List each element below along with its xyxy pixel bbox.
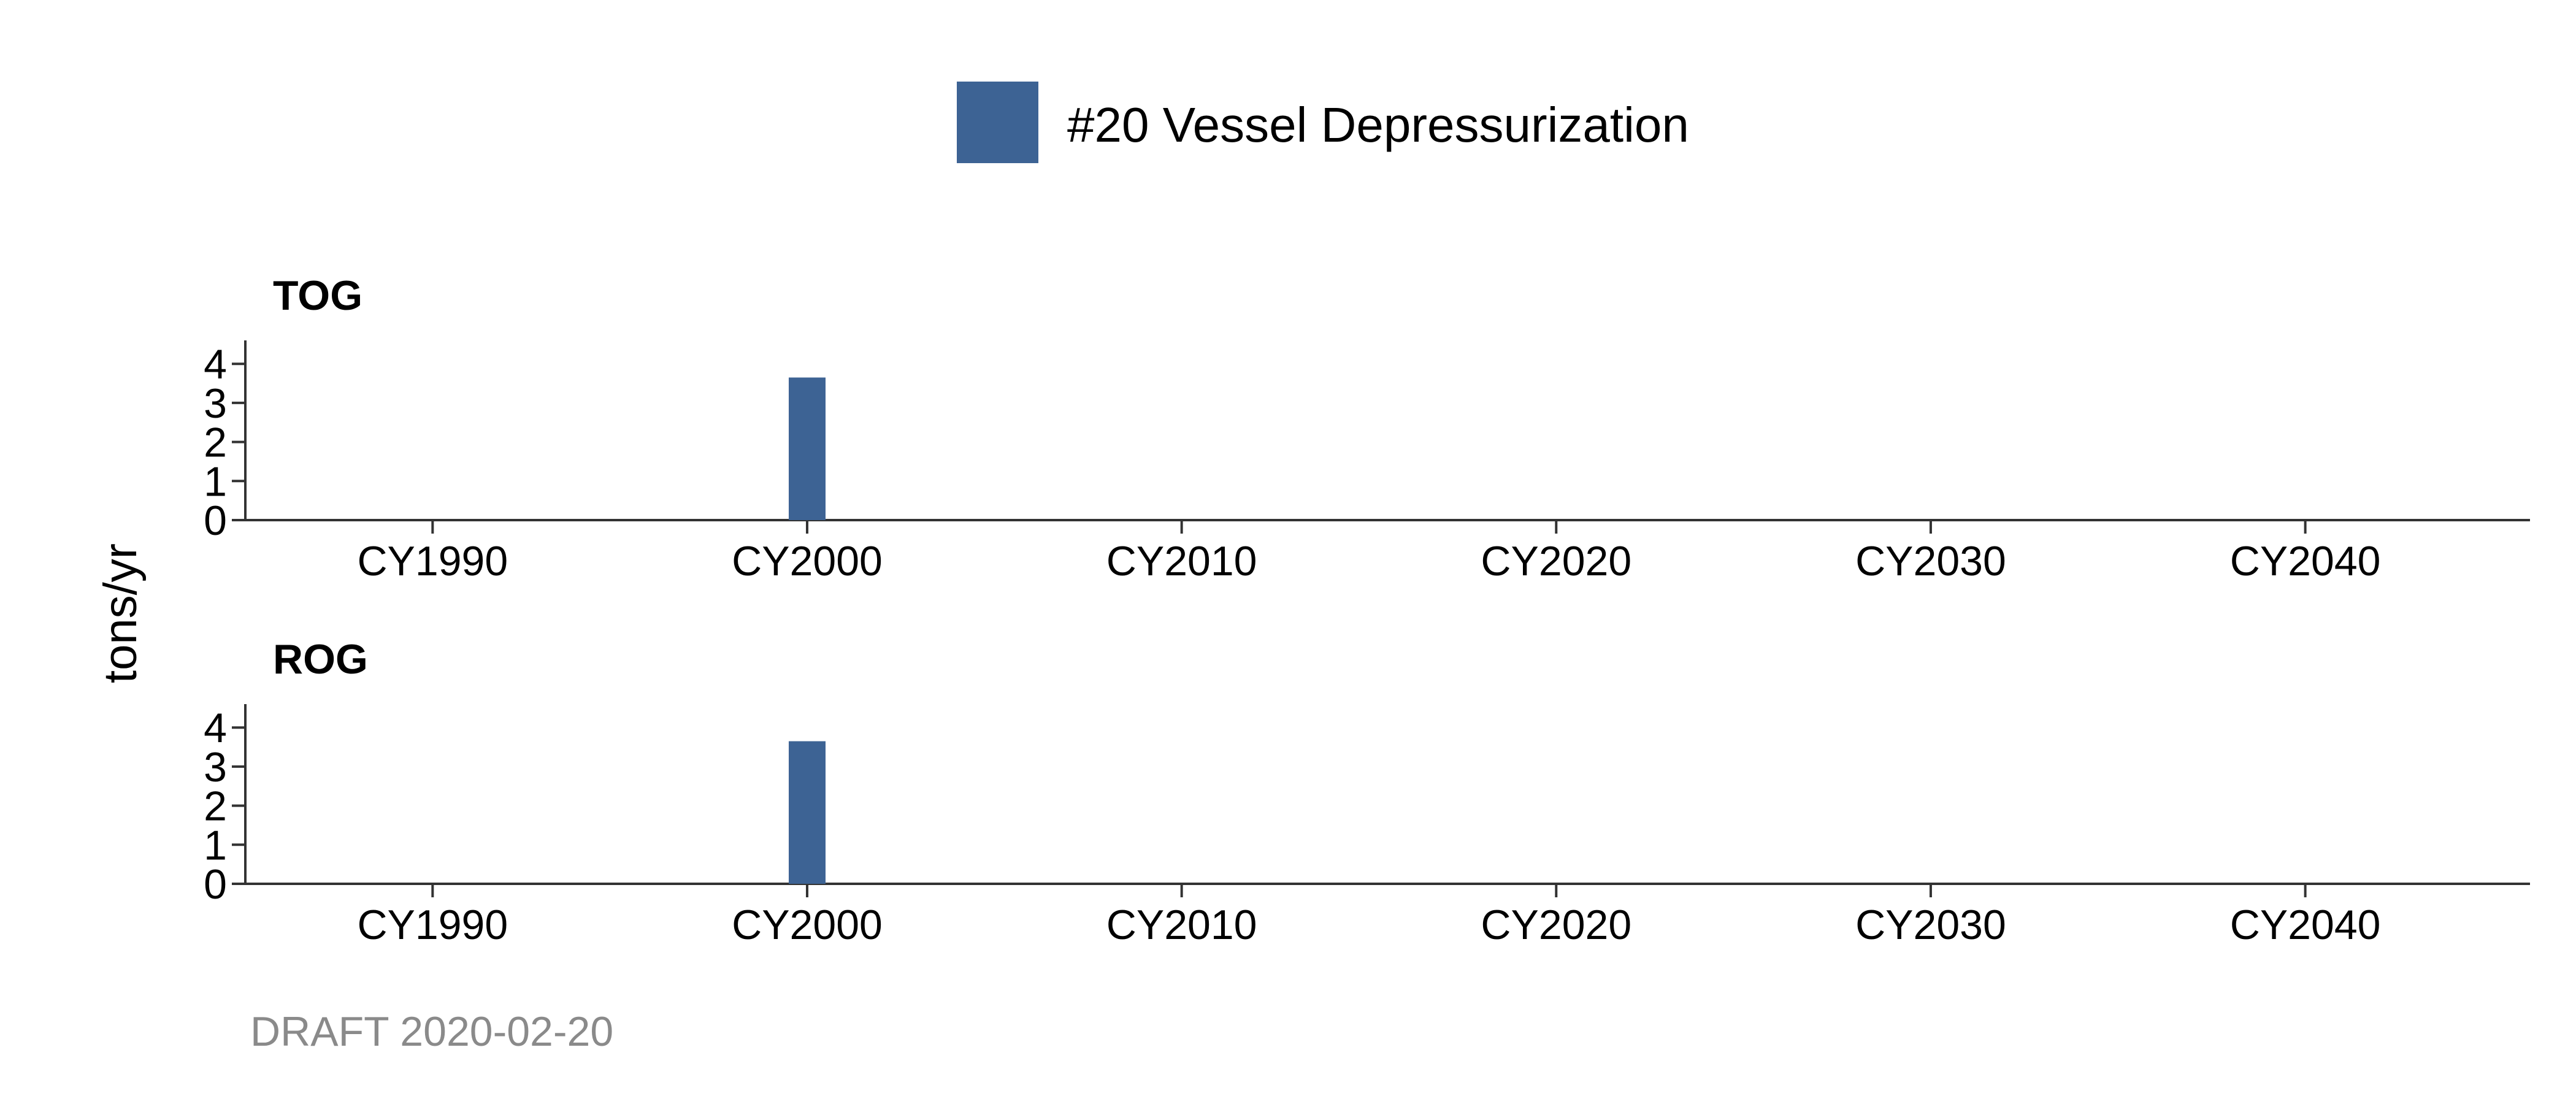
x-tick-label: CY2000 xyxy=(732,538,883,585)
x-tick-label: CY2040 xyxy=(2230,538,2381,585)
x-tick-label: CY1990 xyxy=(357,902,508,948)
y-tick-label: 2 xyxy=(204,783,227,830)
y-tick-label: 4 xyxy=(204,705,227,751)
x-tick-label: CY1990 xyxy=(357,538,508,585)
bar-tog-2000 xyxy=(788,377,826,520)
y-tick-label: 1 xyxy=(204,458,227,505)
y-tick-label: 3 xyxy=(204,744,227,791)
y-axis-label: tons/yr xyxy=(94,543,147,683)
x-tick-label: CY2030 xyxy=(1855,538,2006,585)
x-tick-label: CY2030 xyxy=(1855,902,2006,948)
panel-title: ROG xyxy=(273,636,368,683)
bar-rog-2000 xyxy=(788,741,826,884)
y-tick-label: 2 xyxy=(204,420,227,466)
x-tick-label: CY2010 xyxy=(1106,902,1257,948)
x-tick-label: CY2000 xyxy=(732,902,883,948)
y-tick-label: 0 xyxy=(204,497,227,544)
x-tick-label: CY2010 xyxy=(1106,538,1257,585)
draft-caption: DRAFT 2020-02-20 xyxy=(250,1008,613,1055)
x-tick-label: CY2020 xyxy=(1481,538,1631,585)
x-tick-label: CY2040 xyxy=(2230,902,2381,948)
x-tick-label: CY2020 xyxy=(1481,902,1631,948)
y-tick-label: 4 xyxy=(204,341,227,388)
legend-label: #20 Vessel Depressurization xyxy=(1067,98,1689,152)
y-tick-label: 0 xyxy=(204,861,227,908)
y-tick-label: 3 xyxy=(204,380,227,427)
y-tick-label: 1 xyxy=(204,822,227,868)
legend-swatch xyxy=(957,82,1038,163)
legend: #20 Vessel Depressurization xyxy=(957,82,1689,163)
panel-title: TOG xyxy=(273,272,362,319)
